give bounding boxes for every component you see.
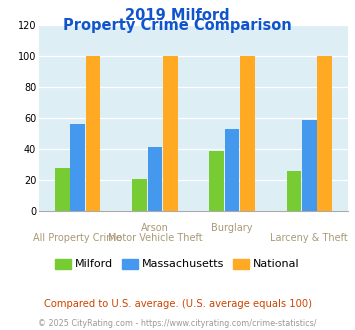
Text: Property Crime Comparison: Property Crime Comparison xyxy=(63,18,292,33)
Text: Arson: Arson xyxy=(141,223,169,233)
Text: © 2025 CityRating.com - https://www.cityrating.com/crime-statistics/: © 2025 CityRating.com - https://www.city… xyxy=(38,319,317,328)
Bar xyxy=(209,150,224,211)
Bar xyxy=(240,56,255,211)
Bar xyxy=(132,179,147,211)
Bar xyxy=(302,119,317,211)
Text: Burglary: Burglary xyxy=(211,223,253,233)
Text: All Property Crime: All Property Crime xyxy=(33,233,122,243)
Bar xyxy=(70,124,85,211)
Bar xyxy=(55,168,70,211)
Bar xyxy=(148,148,162,211)
Bar xyxy=(163,56,178,211)
Text: Compared to U.S. average. (U.S. average equals 100): Compared to U.S. average. (U.S. average … xyxy=(44,299,311,309)
Bar xyxy=(225,129,239,211)
Bar xyxy=(286,171,301,211)
Bar xyxy=(86,56,100,211)
Text: Motor Vehicle Theft: Motor Vehicle Theft xyxy=(108,233,202,243)
Bar xyxy=(317,56,332,211)
Text: Larceny & Theft: Larceny & Theft xyxy=(271,233,348,243)
Text: 2019 Milford: 2019 Milford xyxy=(125,8,230,23)
Legend: Milford, Massachusetts, National: Milford, Massachusetts, National xyxy=(51,254,304,274)
